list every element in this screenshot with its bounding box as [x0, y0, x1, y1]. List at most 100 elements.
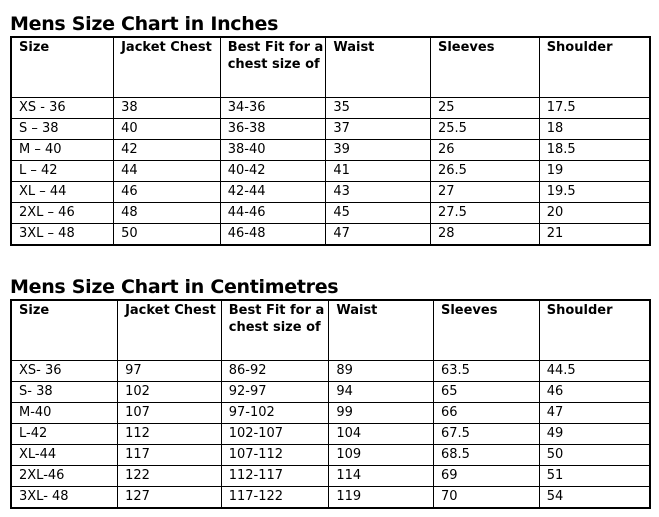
table-cell: M – 40: [10, 139, 115, 161]
table-row: 2XL-46 122 112-117 114 69 51: [10, 465, 651, 487]
table-cell: 3XL – 48: [10, 223, 115, 246]
table-cell: 25.5: [429, 118, 540, 140]
table-cell: XL-44: [10, 444, 119, 466]
column-header: Best Fit for a chest size of: [220, 299, 330, 361]
table-cell: 46-48: [219, 223, 327, 246]
table-cell: 37: [325, 118, 431, 140]
table-header-row: Size Jacket Chest Best Fit for a chest siz…: [10, 36, 651, 98]
table-cell: 25: [429, 97, 540, 119]
column-header: Jacket Chest: [117, 299, 222, 361]
table-cell: 2XL – 46: [10, 202, 115, 224]
table-cell: 17.5: [538, 97, 651, 119]
table-cell: 27.5: [429, 202, 540, 224]
table-cell: 20: [538, 202, 651, 224]
table-row: M-40 107 97-102 99 66 47: [10, 402, 651, 424]
table-row: 3XL- 48 127 117-122 119 70 54: [10, 486, 651, 509]
table-cell: 42: [113, 139, 221, 161]
table-cell: 107-112: [220, 444, 330, 466]
table-row: XS - 36 38 34-36 35 25 17.5: [10, 97, 651, 119]
table-cell: 46: [538, 381, 651, 403]
table-cell: 50: [538, 444, 651, 466]
table-row: M – 40 42 38-40 39 26 18.5: [10, 139, 651, 161]
table-row: 2XL – 46 48 44-46 45 27.5 20: [10, 202, 651, 224]
table-cell: 45: [325, 202, 431, 224]
table-cell: 3XL- 48: [10, 486, 119, 509]
table-cell: 109: [328, 444, 434, 466]
table-cell: 36-38: [219, 118, 327, 140]
column-header: Size: [10, 299, 119, 361]
table-cell: 102-107: [220, 423, 330, 445]
centimetres-size-table: Size Jacket Chest Best Fit for a chest siz…: [10, 299, 651, 509]
table-cell: 44-46: [219, 202, 327, 224]
table-cell: 44.5: [538, 360, 651, 382]
table-row: L-42 112 102-107 104 67.5 49: [10, 423, 651, 445]
table-cell: 26: [429, 139, 540, 161]
table-cell: 44: [113, 160, 221, 182]
table-cell: 50: [113, 223, 221, 246]
centimetres-chart-title: Mens Size Chart in Centimetres: [10, 276, 339, 298]
table-cell: 66: [432, 402, 540, 424]
table-cell: 2XL-46: [10, 465, 119, 487]
table-cell: 86-92: [220, 360, 330, 382]
table-cell: 19: [538, 160, 651, 182]
table-cell: XS - 36: [10, 97, 115, 119]
table-cell: 27: [429, 181, 540, 203]
table-cell: L – 42: [10, 160, 115, 182]
table-cell: 97-102: [220, 402, 330, 424]
column-header: Waist: [328, 299, 434, 361]
table-cell: 107: [117, 402, 222, 424]
table-row: XS- 36 97 86-92 89 63.5 44.5: [10, 360, 651, 382]
table-cell: 28: [429, 223, 540, 246]
table-cell: XL – 44: [10, 181, 115, 203]
table-cell: 46: [113, 181, 221, 203]
table-cell: 94: [328, 381, 434, 403]
column-header: Shoulder: [538, 299, 651, 361]
table-cell: 69: [432, 465, 540, 487]
column-header: Size: [10, 36, 115, 98]
table-cell: L-42: [10, 423, 119, 445]
column-header: Sleeves: [429, 36, 540, 98]
table-cell: 47: [325, 223, 431, 246]
table-cell: 112: [117, 423, 222, 445]
table-cell: 67.5: [432, 423, 540, 445]
table-row: XL – 44 46 42-44 43 27 19.5: [10, 181, 651, 203]
table-cell: 18.5: [538, 139, 651, 161]
table-cell: 68.5: [432, 444, 540, 466]
table-cell: 119: [328, 486, 434, 509]
table-cell: 34-36: [219, 97, 327, 119]
table-cell: 19.5: [538, 181, 651, 203]
table-cell: 18: [538, 118, 651, 140]
table-cell: 21: [538, 223, 651, 246]
table-cell: 43: [325, 181, 431, 203]
table-cell: 114: [328, 465, 434, 487]
table-row: L – 42 44 40-42 41 26.5 19: [10, 160, 651, 182]
table-cell: 65: [432, 381, 540, 403]
table-cell: 40: [113, 118, 221, 140]
table-cell: 117: [117, 444, 222, 466]
table-cell: 63.5: [432, 360, 540, 382]
inches-size-table: Size Jacket Chest Best Fit for a chest siz…: [10, 36, 651, 246]
table-row: S- 38 102 92-97 94 65 46: [10, 381, 651, 403]
table-cell: 97: [117, 360, 222, 382]
table-cell: 41: [325, 160, 431, 182]
column-header: Waist: [325, 36, 431, 98]
table-cell: 99: [328, 402, 434, 424]
table-row: XL-44 117 107-112 109 68.5 50: [10, 444, 651, 466]
table-cell: 49: [538, 423, 651, 445]
table-cell: 92-97: [220, 381, 330, 403]
table-cell: 47: [538, 402, 651, 424]
table-cell: 38-40: [219, 139, 327, 161]
table-cell: 104: [328, 423, 434, 445]
table-cell: 112-117: [220, 465, 330, 487]
table-cell: 51: [538, 465, 651, 487]
table-cell: 70: [432, 486, 540, 509]
table-cell: S- 38: [10, 381, 119, 403]
table-cell: 117-122: [220, 486, 330, 509]
table-cell: 102: [117, 381, 222, 403]
table-cell: 38: [113, 97, 221, 119]
table-cell: 54: [538, 486, 651, 509]
inches-chart-title: Mens Size Chart in Inches: [10, 13, 279, 35]
table-cell: 122: [117, 465, 222, 487]
table-cell: 127: [117, 486, 222, 509]
table-cell: S – 38: [10, 118, 115, 140]
